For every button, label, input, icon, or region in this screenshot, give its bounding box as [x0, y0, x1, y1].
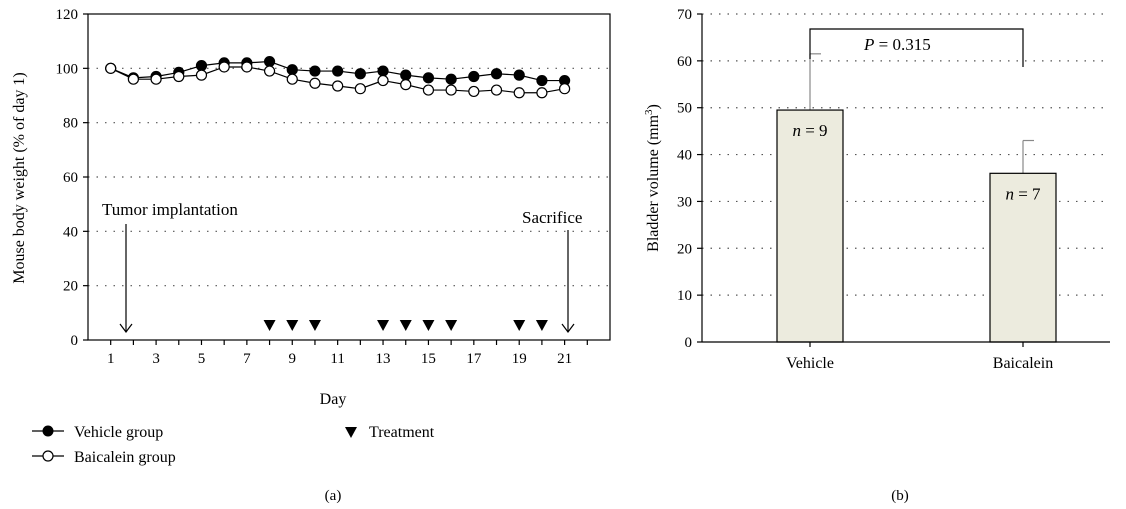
panel-b-chart: n = 9 n = 7 0 10 20 30 40 50 60 70 Vehicle Baical… [643, 7, 1110, 504]
treatment-marker [377, 320, 390, 331]
panel-b-y-tick-label: 10 [677, 288, 692, 304]
panel-b-caption: (b) [891, 488, 909, 504]
treatment-marker [399, 320, 412, 331]
vehicle-point [422, 72, 435, 84]
legend-baicalein-marker [42, 450, 54, 462]
baicalein-point [263, 65, 276, 77]
panel-a-x-axis-label: Day [320, 391, 347, 408]
tumor-arrow-head [119, 323, 133, 333]
panel-b-y-tick-label: 50 [677, 101, 692, 117]
vehicle-point [445, 73, 457, 85]
panel-a-x-tick-label: 19 [512, 351, 527, 367]
vehicle-point [468, 70, 480, 83]
n-label: n = 7 [1005, 184, 1041, 203]
p-value-label: P = 0.315 [863, 35, 931, 54]
baicalein-point [445, 84, 457, 96]
vehicle-point [490, 68, 503, 80]
panel-b-y-tick-label: 60 [677, 54, 692, 70]
tumor-implantation-label: Tumor implantation [102, 200, 238, 219]
legend-treatment-marker [345, 427, 357, 438]
panel-a-y-tick-label: 80 [63, 116, 78, 132]
legend-baicalein-label: Baicalein group [74, 449, 176, 466]
sacrifice-label: Sacrifice [522, 208, 582, 227]
panel-b-category-label: Baicalein [993, 355, 1053, 372]
comparison-bracket-line [809, 28, 1024, 67]
panel-b-y-tick-label: 30 [677, 194, 692, 210]
panel-a-y-tick-label: 0 [71, 333, 79, 349]
panel-a-plot-frame [87, 13, 611, 341]
panel-b-y-tick-label: 20 [677, 241, 692, 257]
panel-a-x-tick-label: 21 [557, 351, 572, 367]
panel-a-x-tick-label: 5 [198, 351, 206, 367]
panel-a-x-tick-label: 1 [107, 351, 115, 367]
vehicle-point [354, 68, 366, 80]
panel-b-y-tick-label: 40 [677, 148, 692, 164]
vehicle-point [377, 65, 389, 77]
panel-a-x-tick-label: 17 [466, 351, 482, 367]
baicalein-point [127, 73, 139, 85]
treatment-marker [286, 320, 299, 331]
n-label: n = 9 [792, 121, 827, 140]
panel-a-x-tick-label: 13 [376, 351, 391, 367]
panel-b-y-tick-label: 0 [685, 335, 693, 351]
treatment-marker [445, 320, 458, 331]
comparison-bracket: P = 0.315 [809, 28, 1024, 67]
panel-a-y-axis-label: Mouse body weight (% of day 1) [11, 72, 28, 284]
legend-vehicle-label: Vehicle group [74, 424, 163, 441]
panel-a-y-tick-label: 20 [63, 279, 78, 295]
baicalein-point [377, 74, 389, 87]
baicalein-point [195, 69, 208, 81]
treatment-marker [422, 320, 435, 331]
vehicle-bar [776, 109, 844, 343]
panel-a-x-tick-label: 9 [289, 351, 297, 367]
baicalein-point [105, 62, 117, 74]
baicalein-point [559, 83, 571, 95]
treatment-marker [263, 320, 276, 331]
vehicle-point [263, 55, 276, 68]
treatment-marker [535, 320, 548, 331]
treatment-marker [308, 320, 321, 331]
baicalein-point [422, 84, 435, 96]
panel-a-x-tick-label: 7 [243, 351, 251, 367]
baicalein-point [309, 77, 321, 89]
vehicle-point [195, 60, 208, 72]
panel-a-x-tick-label: 3 [152, 351, 160, 367]
legend-vehicle-marker [42, 425, 54, 437]
baicalein-point [536, 87, 548, 99]
sacrifice-arrow-head [561, 323, 575, 333]
vehicle-point [286, 64, 298, 76]
baicalein-point [513, 87, 525, 99]
baicalein-bar [989, 172, 1057, 343]
panel-a-y-tick-label: 60 [63, 170, 78, 186]
baicalein-point [218, 61, 230, 73]
legend-treatment-label: Treatment [369, 424, 435, 441]
treatment-marker [513, 320, 526, 331]
baicalein-point [490, 84, 503, 96]
panel-a-x-tick-label: 15 [421, 351, 436, 367]
vehicle-point [536, 74, 548, 87]
panel-a-caption: (a) [325, 488, 342, 504]
baicalein-point [332, 80, 344, 92]
baicalein-point [468, 85, 480, 98]
vehicle-point [309, 65, 321, 77]
panel-b-y-axis-label: Bladder volume (mm3) [643, 104, 662, 252]
vehicle-point [400, 69, 412, 81]
panel-a-y-tick-label: 100 [56, 61, 79, 77]
baicalein-point [354, 83, 366, 95]
panel-a-legend: Vehicle group Baicalein group Treatment [32, 424, 435, 466]
vehicle-point [513, 69, 525, 81]
panel-b-y-tick-label: 70 [677, 7, 692, 23]
panel-a-y-tick-label: 120 [56, 7, 79, 23]
baicalein-point [173, 70, 185, 83]
baicalein-point [241, 61, 253, 73]
panel-a-y-tick-label: 40 [63, 224, 78, 240]
baicalein-point [150, 73, 162, 85]
panel-b-category-label: Vehicle [786, 355, 834, 372]
vehicle-point [332, 65, 344, 77]
baicalein-point [400, 79, 412, 91]
baicalein-point [286, 73, 298, 85]
panel-a-x-tick-label: 11 [330, 351, 344, 367]
